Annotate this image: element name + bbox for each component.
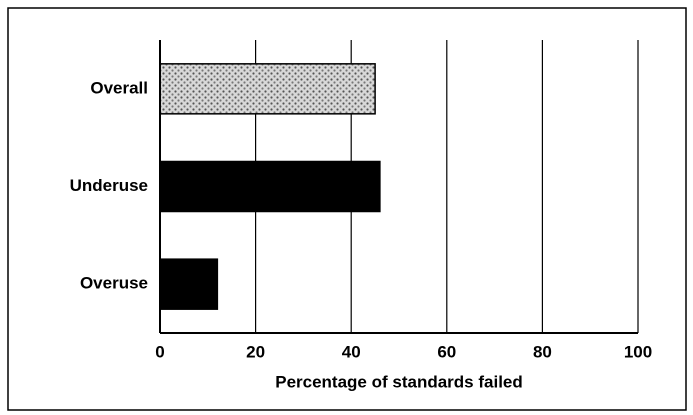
x-axis-label: Percentage of standards failed (275, 372, 523, 391)
x-tick-label: 40 (342, 342, 361, 361)
x-tick-label: 0 (155, 342, 164, 361)
bar (159, 160, 381, 213)
y-tick-label: Overuse (80, 274, 148, 293)
y-tick-label: Underuse (70, 176, 148, 195)
bar (159, 63, 376, 115)
bar (159, 258, 219, 310)
y-tick-label: Overall (90, 78, 148, 97)
x-tick-label: 100 (624, 342, 652, 361)
frame (7, 7, 687, 411)
x-tick-label: 20 (246, 342, 265, 361)
x-tick-label: 80 (533, 342, 552, 361)
x-tick-label: 60 (437, 342, 456, 361)
